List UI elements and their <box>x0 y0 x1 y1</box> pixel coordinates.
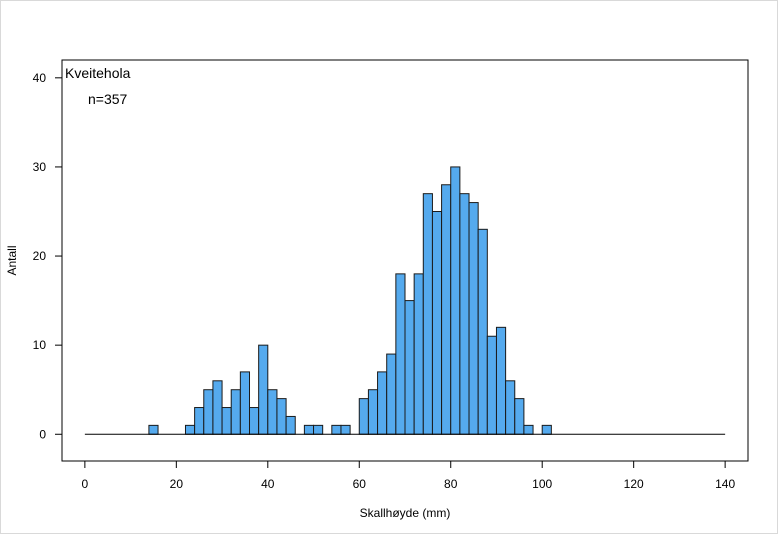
histogram-bar <box>404 300 415 435</box>
histogram-bar <box>459 193 470 435</box>
x-tick-label: 100 <box>532 477 552 491</box>
x-tick-label: 40 <box>261 477 275 491</box>
histogram-bar <box>267 389 278 435</box>
x-axis-title: Skallhøyde (mm) <box>360 506 451 520</box>
histogram-bar <box>422 193 433 435</box>
histogram-bar <box>239 371 251 435</box>
histogram-bar <box>249 407 260 435</box>
histogram-bar <box>468 202 479 435</box>
histogram-bar <box>340 424 351 435</box>
histogram-bar <box>377 371 388 435</box>
histogram-bar <box>523 424 534 435</box>
x-tick-label: 120 <box>624 477 644 491</box>
histogram-bar <box>505 380 516 435</box>
bars-group <box>148 166 552 435</box>
histogram-bar <box>212 380 223 435</box>
histogram-bar <box>331 424 342 435</box>
x-axis: 0 20 40 60 80 100 120 140 <box>82 460 735 491</box>
y-tick-label: 0 <box>39 427 46 441</box>
y-tick-label: 30 <box>33 160 47 174</box>
histogram-bar <box>285 415 296 435</box>
y-tick-label: 20 <box>33 249 47 263</box>
y-tick-label: 10 <box>33 338 47 352</box>
x-tick-label: 0 <box>82 477 89 491</box>
histogram-bar <box>386 353 397 435</box>
histogram-bar <box>413 273 424 435</box>
histogram-bar <box>441 184 452 435</box>
histogram-bar <box>276 398 287 435</box>
x-tick-label: 140 <box>715 477 735 491</box>
sample-size-annotation: n=357 <box>88 91 128 107</box>
histogram-bar <box>431 210 443 435</box>
y-tick-label: 40 <box>33 71 47 85</box>
x-tick-label: 60 <box>353 477 367 491</box>
histogram-bar <box>194 407 205 435</box>
histogram-bar <box>367 389 379 435</box>
histogram-bar <box>303 424 315 435</box>
histogram-bar <box>358 398 369 435</box>
histogram-bar <box>486 335 497 435</box>
histogram-bar <box>313 424 324 435</box>
x-tick-label: 20 <box>170 477 184 491</box>
histogram-bar <box>495 326 507 435</box>
histogram-bar <box>148 424 159 435</box>
x-tick-label: 80 <box>444 477 458 491</box>
histogram-bar <box>203 389 214 435</box>
y-axis-title: Antall <box>5 245 19 275</box>
y-axis: 0 10 20 30 40 <box>33 71 63 441</box>
histogram-bar <box>477 228 488 435</box>
histogram-bar <box>258 344 269 435</box>
site-annotation: Kveitehola <box>65 65 131 81</box>
histogram-bar <box>221 407 232 435</box>
histogram-bar <box>514 398 525 435</box>
histogram-bar <box>230 389 241 435</box>
histogram-bar <box>450 166 461 435</box>
histogram-bar <box>395 273 406 435</box>
histogram-bar <box>184 424 196 435</box>
histogram-bar <box>541 424 552 435</box>
